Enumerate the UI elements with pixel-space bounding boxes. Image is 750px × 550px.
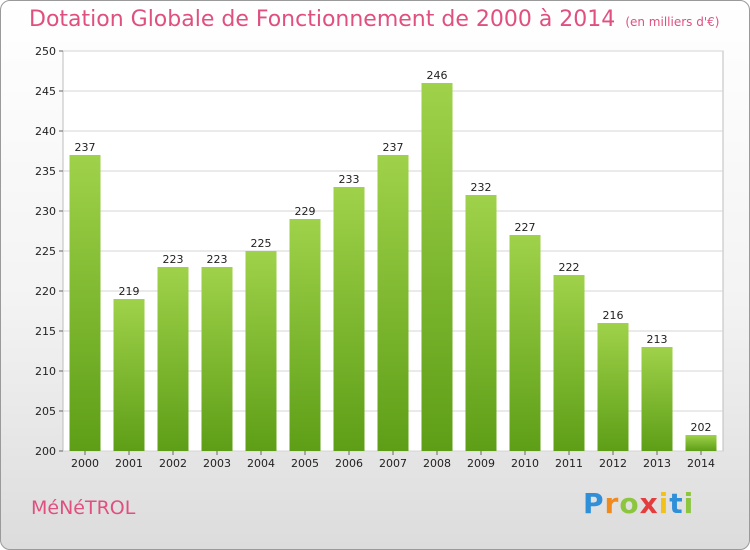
data-label: 246: [427, 69, 448, 82]
y-tick-label: 250: [35, 45, 56, 58]
data-labels: 237 219 223 223 225 229 233 237 246 232 227 222 216 2…: [75, 69, 712, 434]
y-tick-label: 200: [35, 445, 56, 458]
bar: [245, 251, 277, 451]
y-tick-label: 205: [35, 405, 56, 418]
x-tick-label: 2010: [511, 457, 539, 470]
data-label: 222: [559, 261, 580, 274]
logo-letter: t: [669, 487, 684, 520]
bar: [289, 219, 321, 451]
x-tick-label: 2000: [71, 457, 99, 470]
bar: [597, 323, 629, 451]
data-label: 237: [75, 141, 96, 154]
data-label: 223: [207, 253, 228, 266]
bar: [553, 275, 585, 451]
x-tick-label: 2008: [423, 457, 451, 470]
x-tick-label: 2001: [115, 457, 143, 470]
data-label: 233: [339, 173, 360, 186]
bar: [157, 267, 189, 451]
y-tick-label: 225: [35, 245, 56, 258]
x-tick-label: 2007: [379, 457, 407, 470]
bar: [377, 155, 409, 451]
data-label: 237: [383, 141, 404, 154]
bar: [509, 235, 541, 451]
proxiti-logo: Proxiti: [583, 487, 694, 520]
data-label: 216: [603, 309, 624, 322]
y-tick-label: 210: [35, 365, 56, 378]
data-label: 225: [251, 237, 272, 250]
logo-letter: r: [604, 487, 620, 520]
bars: [69, 83, 717, 451]
x-tick-label: 2013: [643, 457, 671, 470]
data-label: 232: [471, 181, 492, 194]
y-tick-label: 220: [35, 285, 56, 298]
data-label: 227: [515, 221, 536, 234]
y-axis-labels: 200 205 210 215 220 225 230 235 240 245 250: [35, 45, 56, 458]
data-label: 202: [691, 421, 712, 434]
data-label: 223: [163, 253, 184, 266]
y-tick-label: 235: [35, 165, 56, 178]
bar: [69, 155, 101, 451]
bar: [113, 299, 145, 451]
bar: [201, 267, 233, 451]
chart-title: Dotation Globale de Fonctionnement de 20…: [29, 7, 719, 32]
data-label: 229: [295, 205, 316, 218]
bar: [421, 83, 453, 451]
bar: [465, 195, 497, 451]
data-label: 213: [647, 333, 668, 346]
x-tick-label: 2006: [335, 457, 363, 470]
bar: [333, 187, 365, 451]
logo-letter: i: [683, 487, 695, 520]
logo-letter: x: [639, 487, 659, 520]
y-tick-label: 240: [35, 125, 56, 138]
y-tick-label: 230: [35, 205, 56, 218]
y-tick-label: 215: [35, 325, 56, 338]
x-tick-label: 2014: [687, 457, 715, 470]
bar: [641, 347, 673, 451]
city-name: MéNéTROL: [31, 497, 136, 519]
data-label: 219: [119, 285, 140, 298]
bar: [685, 435, 717, 451]
logo-letter: o: [619, 487, 640, 520]
x-tick-label: 2012: [599, 457, 627, 470]
x-axis-labels: 2000 2001 2002 2003 2004 2005 2006 2007 2008 2009…: [71, 451, 715, 470]
unit-label: (en milliers d'€): [625, 15, 720, 29]
logo-letter: i: [658, 487, 670, 520]
x-tick-label: 2004: [247, 457, 275, 470]
x-tick-label: 2002: [159, 457, 187, 470]
x-tick-label: 2011: [555, 457, 583, 470]
y-tick-label: 245: [35, 85, 56, 98]
x-tick-label: 2003: [203, 457, 231, 470]
chart-title-text: Dotation Globale de Fonctionnement de 20…: [29, 7, 616, 32]
x-tick-label: 2005: [291, 457, 319, 470]
logo-letter: P: [583, 487, 605, 520]
x-tick-label: 2009: [467, 457, 495, 470]
